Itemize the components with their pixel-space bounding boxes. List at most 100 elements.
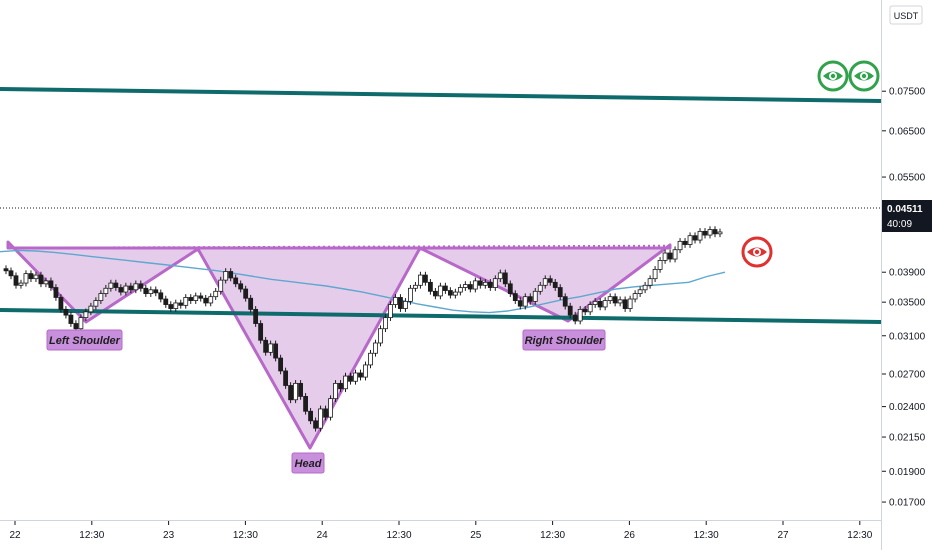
- bullish-candle: [133, 283, 139, 291]
- time-axis[interactable]: 22 12:30 23 12:30 24 12:30 25 12:30 26 12:30 27 12:…: [9, 521, 873, 541]
- bearish-candle: [73, 323, 79, 330]
- price-tick-label: 0.02400: [889, 402, 926, 413]
- bearish-candle: [303, 396, 308, 412]
- bearish-candle: [423, 274, 428, 283]
- time-tick-label: 12:30: [79, 530, 104, 541]
- bearish-candle: [712, 229, 718, 235]
- bullish-candle: [627, 298, 633, 309]
- bullish-candle: [677, 240, 683, 251]
- bullish-candle: [537, 284, 543, 292]
- bearish-candle: [228, 271, 234, 279]
- bullish-candle: [353, 372, 358, 382]
- bullish-candle: [642, 284, 648, 291]
- bearish-candle: [447, 290, 453, 296]
- bullish-candle: [108, 282, 114, 289]
- svg-text:Right Shoulder: Right Shoulder: [525, 335, 605, 347]
- bearish-candle: [527, 296, 533, 302]
- bearish-candle: [313, 420, 318, 429]
- bullish-candle: [592, 300, 598, 305]
- bullish-candle: [83, 311, 89, 319]
- bullish-candle: [482, 281, 488, 286]
- bullish-candle: [577, 308, 583, 322]
- price-tick-label: 0.03900: [889, 268, 926, 279]
- bearish-candle: [118, 287, 124, 293]
- time-tick-label: 27: [777, 530, 789, 541]
- bullish-candle: [268, 343, 274, 353]
- bearish-candle: [68, 314, 74, 324]
- bearish-candle: [273, 343, 279, 359]
- bearish-candle: [283, 370, 289, 386]
- left-shoulder-label: Left Shoulder: [46, 329, 123, 351]
- eye-bearish-icon[interactable]: [741, 236, 773, 268]
- bearish-candle: [557, 287, 563, 298]
- bearish-candle: [308, 410, 313, 422]
- time-tick-label: 24: [317, 530, 329, 541]
- bullish-candle: [78, 317, 84, 330]
- bullish-candle: [183, 297, 189, 306]
- svg-text:40:09: 40:09: [887, 219, 912, 230]
- bullish-candle: [403, 300, 408, 309]
- neckline: [7, 244, 671, 250]
- currency-label[interactable]: USDT: [889, 5, 923, 25]
- bearish-candle: [128, 285, 134, 291]
- bullish-candle: [437, 285, 443, 297]
- bullish-candle: [363, 364, 368, 378]
- eye-bullish-icon[interactable]: [817, 60, 849, 92]
- bullish-candle: [522, 296, 528, 307]
- bullish-candle: [587, 304, 593, 313]
- resistance-line[interactable]: [0, 87, 882, 103]
- bearish-candle: [567, 305, 573, 316]
- svg-text:Head: Head: [295, 458, 322, 470]
- bearish-candle: [8, 270, 14, 277]
- bearish-candle: [28, 273, 34, 280]
- bullish-candle: [328, 398, 333, 418]
- bearish-candle: [398, 297, 403, 309]
- time-tick-label: 12:30: [233, 530, 258, 541]
- price-tick-label: 0.03100: [889, 331, 926, 342]
- bearish-candle: [358, 372, 363, 378]
- time-tick-label: 12:30: [540, 530, 565, 541]
- bullish-candle: [602, 300, 608, 308]
- bearish-candle: [48, 280, 54, 288]
- time-tick-label: 12:30: [694, 530, 719, 541]
- time-tick-label: 12:30: [847, 530, 872, 541]
- bearish-candle: [502, 272, 508, 285]
- bearish-candle: [692, 235, 698, 241]
- bearish-candle: [153, 289, 159, 294]
- price-axis[interactable]: 0.07500 0.06500 0.05500 0.03900 0.03500 0.031…: [882, 87, 926, 509]
- bullish-candle: [98, 293, 104, 301]
- eye-bullish-icon[interactable]: [848, 60, 880, 92]
- bullish-candle: [413, 284, 418, 289]
- bearish-candle: [572, 314, 578, 322]
- bearish-candle: [338, 382, 343, 390]
- bullish-candle: [378, 328, 383, 344]
- bearish-candle: [562, 296, 568, 307]
- price-tick-label: 0.02700: [889, 369, 926, 380]
- bullish-candle: [383, 317, 388, 330]
- bearish-candle: [597, 300, 603, 308]
- bullish-candle: [697, 230, 703, 241]
- bearish-candle: [507, 283, 513, 295]
- bearish-candle: [278, 357, 284, 372]
- bearish-candle: [487, 281, 493, 288]
- bullish-candle: [497, 272, 503, 280]
- bearish-candle: [63, 308, 69, 316]
- bullish-candle: [457, 287, 463, 293]
- time-tick-label: 23: [163, 530, 175, 541]
- bearish-candle: [188, 297, 194, 301]
- bearish-candle: [348, 375, 353, 382]
- bullish-candle: [472, 280, 478, 290]
- bearish-candle: [428, 281, 433, 292]
- bearish-candle: [58, 297, 64, 310]
- bullish-candle: [532, 290, 538, 302]
- support-line[interactable]: [0, 308, 882, 324]
- bullish-candle: [647, 278, 653, 286]
- bullish-candle: [707, 229, 713, 236]
- bearish-candle: [38, 274, 44, 285]
- bullish-candle: [657, 260, 663, 270]
- bearish-candle: [53, 287, 59, 298]
- price-tick-label: 0.03500: [889, 298, 926, 309]
- bearish-candle: [3, 268, 9, 272]
- svg-text:USDT: USDT: [894, 11, 919, 21]
